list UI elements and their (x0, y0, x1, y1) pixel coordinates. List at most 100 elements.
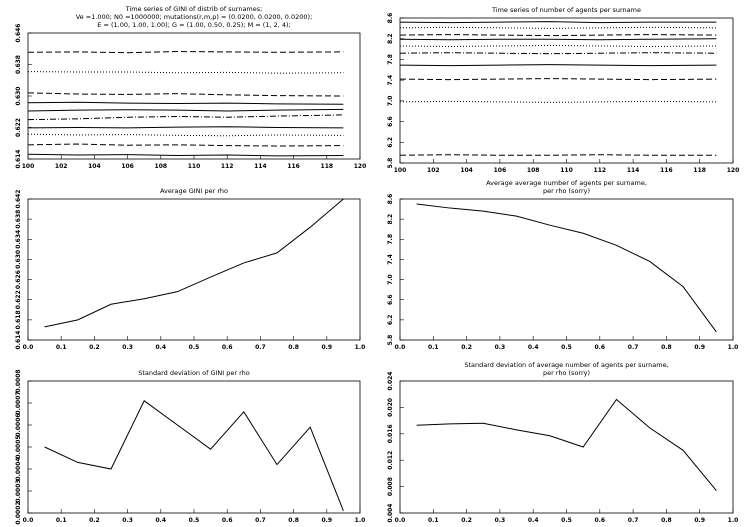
y-tick-label: 0.0007 (15, 391, 22, 414)
chart-title: Standard deviation of average number of … (464, 361, 668, 369)
y-tick-label: 0.630 (15, 87, 22, 106)
y-tick-label: 6.6 (387, 116, 394, 127)
data-line (27, 143, 344, 147)
x-tick-label: 118 (693, 167, 706, 174)
x-tick-label: 0.1 (428, 344, 439, 351)
x-tick-label: 0.4 (528, 517, 539, 524)
y-tick-label: 7.4 (387, 75, 394, 86)
plot-frame (27, 198, 361, 341)
panel: Standard deviation of GINI per rho 0.0 0.1… (15, 369, 365, 525)
x-tick-label: 1.0 (728, 517, 739, 524)
chart-title: Average average number of agents per sur… (486, 179, 647, 187)
y-tick-label: 0.0003 (15, 479, 22, 502)
data-line (399, 64, 717, 67)
x-tick-label: 116 (287, 163, 300, 170)
x-tick-label: 106 (121, 163, 134, 170)
y-tick-label: 0.0005 (15, 435, 22, 458)
y-tick-label: 0.626 (15, 270, 22, 289)
y-tick-label: 8.2 (387, 214, 394, 225)
x-tick-label: 0.3 (122, 517, 133, 524)
plot-frame (399, 380, 734, 514)
x-tick-label: 0.3 (495, 344, 506, 351)
data-line (416, 203, 717, 333)
y-tick-label: 7.8 (387, 54, 394, 65)
data-line (27, 71, 344, 74)
data-line (27, 153, 344, 157)
data-line (399, 44, 717, 47)
x-tick-label: 102 (55, 163, 68, 170)
x-tick-label: 118 (321, 163, 334, 170)
x-tick-label: 0.2 (461, 344, 472, 351)
x-tick-label: 0.3 (495, 517, 506, 524)
x-tick-label: 0.6 (594, 517, 605, 524)
y-tick-label: 0.622 (15, 118, 22, 137)
y-tick-label: 0.012 (387, 451, 394, 470)
y-tick-label: 0.642 (15, 190, 22, 209)
y-tick-label: 0.016 (387, 424, 394, 443)
x-tick-label: 106 (494, 167, 507, 174)
data-line (27, 108, 344, 112)
x-tick-label: 0.0 (395, 517, 406, 524)
x-tick-label: 0.7 (255, 344, 266, 351)
y-tick-label: 6.2 (387, 137, 394, 148)
chart-title: Average GINI per rho (160, 187, 228, 195)
x-tick-label: 120 (354, 163, 367, 170)
panel: Average GINI per rho 0.0 0.1 0.2 0.3 0.4 0.5 0.… (15, 187, 365, 351)
data-line (27, 114, 344, 121)
y-tick-label: 0.630 (15, 250, 22, 269)
x-tick-label: 0.6 (222, 344, 233, 351)
x-tick-label: 0.1 (56, 517, 67, 524)
chart-title: Time series of number of agents per surn… (491, 6, 641, 14)
y-tick-label: 0.614 (15, 331, 22, 350)
x-tick-label: 100 (22, 163, 35, 170)
x-tick-label: 0.5 (561, 344, 572, 351)
x-tick-label: 0.3 (122, 344, 133, 351)
y-tick-label: 0.638 (15, 210, 22, 229)
data-line (27, 51, 344, 54)
x-tick-label: 0.8 (661, 344, 672, 351)
data-line (399, 21, 717, 24)
x-tick-label: 0.7 (255, 517, 266, 524)
x-tick-label: 0.7 (628, 517, 639, 524)
x-tick-label: 0.1 (428, 517, 439, 524)
x-tick-label: 108 (155, 163, 168, 170)
y-tick-label: 0.020 (387, 398, 394, 417)
x-tick-label: 0.9 (321, 344, 332, 351)
chart-title: Time series of GINI of distrib of surnam… (125, 5, 263, 13)
data-line (27, 101, 344, 105)
x-tick-label: 0.1 (56, 344, 67, 351)
x-tick-label: 0.0 (23, 517, 34, 524)
y-tick-label: 0.622 (15, 290, 22, 309)
chart-title: E = (1.00, 1.00, 1.00); G = (1.00, 0.50,… (97, 21, 290, 29)
x-tick-label: 0.4 (528, 344, 539, 351)
chart-title: Ve =1.000; N0 =1000000; mutations(r,m,p)… (76, 13, 313, 21)
data-line (399, 100, 717, 103)
y-tick-label: 5.8 (387, 335, 394, 346)
x-tick-label: 1.0 (355, 344, 366, 351)
x-tick-label: 0.4 (155, 344, 166, 351)
y-tick-label: 6.6 (387, 294, 394, 305)
data-line (44, 198, 344, 328)
plot-frame (27, 380, 361, 514)
x-tick-label: 116 (660, 167, 673, 174)
y-tick-label: 0.614 (15, 150, 22, 169)
x-tick-label: 114 (254, 163, 267, 170)
x-tick-label: 0.0 (23, 344, 34, 351)
y-tick-label: 0.634 (15, 230, 22, 249)
x-tick-label: 110 (560, 167, 573, 174)
chart-title: per rho (sorry) (543, 187, 590, 195)
x-tick-label: 0.0 (395, 344, 406, 351)
x-tick-label: 102 (427, 167, 440, 174)
x-tick-label: 0.2 (89, 517, 100, 524)
x-tick-label: 0.6 (222, 517, 233, 524)
plot-frame (399, 198, 734, 341)
data-line (27, 92, 344, 97)
x-tick-label: 104 (88, 163, 101, 170)
panel: Time series of GINI of distrib of surnam… (15, 5, 366, 170)
data-line (416, 398, 717, 491)
x-tick-label: 112 (221, 163, 234, 170)
x-tick-label: 0.2 (89, 344, 100, 351)
y-tick-label: 0.024 (387, 372, 394, 391)
